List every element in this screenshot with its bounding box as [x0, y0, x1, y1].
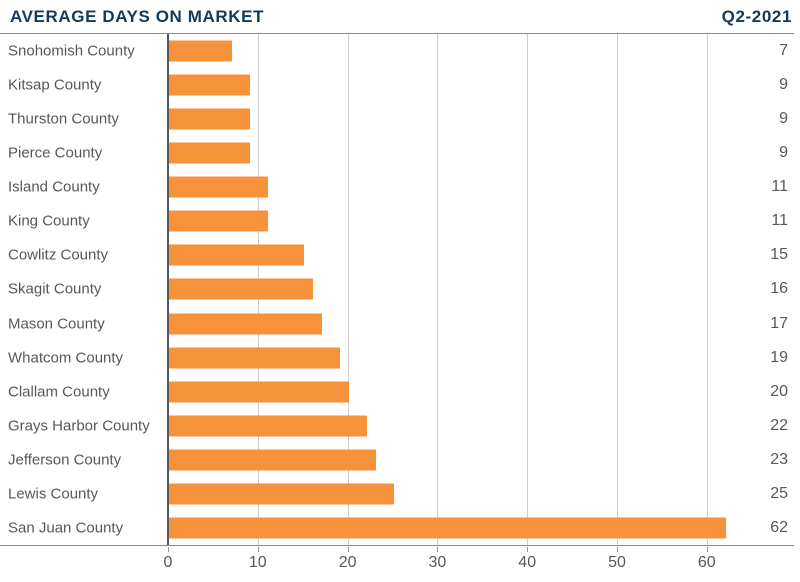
- category-label: Whatcom County: [8, 349, 124, 367]
- x-tick-label: 40: [518, 554, 537, 571]
- bar-row: San Juan County 62: [0, 511, 794, 545]
- value-label: 9: [779, 76, 788, 94]
- gridline: [706, 34, 708, 545]
- category-label: Skagit County: [8, 280, 102, 298]
- category-label: San Juan County: [8, 519, 124, 537]
- bar: [169, 313, 322, 335]
- bar-row: Lewis County 25: [0, 477, 794, 511]
- category-label: Clallam County: [8, 383, 110, 401]
- bar-row: Grays Harbor County 22: [0, 409, 794, 443]
- category-label: Lewis County: [8, 485, 99, 503]
- x-tick-mark: [617, 547, 618, 552]
- bar: [169, 347, 340, 369]
- bar-row: Thurston County 9: [0, 102, 794, 136]
- x-tick-mark: [706, 547, 708, 552]
- bar: [169, 415, 367, 437]
- bar-row: Kitsap County 9: [0, 68, 794, 102]
- chart-title: AVERAGE DAYS ON MARKET: [10, 6, 265, 26]
- category-label: Kitsap County: [8, 76, 102, 94]
- value-label: 17: [770, 314, 788, 332]
- bar: [169, 449, 376, 471]
- bar-row: King County 11: [0, 204, 794, 238]
- value-label: 11: [771, 212, 788, 230]
- x-tick-label: 60: [697, 554, 716, 571]
- category-label: Pierce County: [8, 144, 103, 162]
- gridline: [527, 34, 529, 545]
- category-label: Grays Harbor County: [8, 417, 150, 435]
- value-label: 25: [770, 484, 788, 502]
- value-label: 9: [779, 110, 788, 128]
- category-label: Cowlitz County: [8, 246, 109, 264]
- bar: [169, 278, 313, 300]
- bar-row: Whatcom County 19: [0, 341, 794, 375]
- value-label: 15: [770, 246, 788, 264]
- category-label: King County: [8, 212, 90, 230]
- value-label: 16: [770, 280, 788, 298]
- bar: [169, 517, 726, 539]
- bar: [169, 244, 304, 266]
- bar: [169, 108, 250, 130]
- zero-axis-line: [167, 34, 169, 545]
- category-label: Mason County: [8, 315, 105, 333]
- bar-rows: Snohomish County 7 Kitsap County 9 Thurs…: [0, 34, 794, 545]
- value-label: 62: [770, 518, 788, 536]
- chart-period-badge: Q2-2021: [721, 6, 792, 26]
- x-tick-label: 50: [608, 554, 626, 571]
- value-label: 9: [779, 144, 788, 162]
- x-tick-label: 30: [428, 554, 447, 571]
- x-tick-mark: [527, 547, 529, 552]
- value-label: 23: [770, 450, 788, 468]
- bar-row: Mason County 17: [0, 307, 794, 341]
- value-label: 11: [771, 178, 788, 196]
- gridline: [347, 34, 349, 545]
- bar: [169, 176, 268, 198]
- chart-header: AVERAGE DAYS ON MARKET Q2-2021: [0, 0, 794, 33]
- bar-row: Skagit County 16: [0, 272, 794, 306]
- value-label: 22: [770, 416, 788, 434]
- x-tick-mark: [168, 547, 169, 552]
- bar: [169, 381, 349, 403]
- bar: [169, 210, 268, 232]
- bar-row: Island County 11: [0, 170, 794, 204]
- bar-row: Pierce County 9: [0, 136, 794, 170]
- x-tick-label: 10: [248, 554, 267, 571]
- x-tick-label: 20: [338, 554, 357, 571]
- gridline: [437, 34, 439, 545]
- value-label: 20: [770, 382, 788, 400]
- category-label: Snohomish County: [8, 42, 135, 60]
- category-label: Jefferson County: [8, 451, 122, 469]
- bar-row: Snohomish County 7: [0, 34, 794, 68]
- bar: [169, 483, 394, 505]
- x-tick-mark: [437, 547, 439, 552]
- value-label: 7: [779, 42, 788, 60]
- bar: [169, 142, 250, 164]
- bar: [169, 74, 250, 96]
- x-tick-mark: [257, 547, 259, 552]
- bar: [169, 40, 232, 62]
- gridline: [617, 34, 618, 545]
- value-label: 19: [770, 348, 788, 366]
- category-label: Thurston County: [8, 110, 119, 128]
- category-label: Island County: [8, 178, 100, 196]
- x-tick-mark: [347, 547, 349, 552]
- bar-row: Clallam County 20: [0, 375, 794, 409]
- bar-row: Jefferson County 23: [0, 443, 794, 477]
- x-axis: 0 10 20 30 40 50 60: [0, 547, 800, 582]
- plot-area: Snohomish County 7 Kitsap County 9 Thurs…: [0, 33, 794, 546]
- x-tick-label: 0: [163, 554, 173, 571]
- bar-row: Cowlitz County 15: [0, 238, 794, 272]
